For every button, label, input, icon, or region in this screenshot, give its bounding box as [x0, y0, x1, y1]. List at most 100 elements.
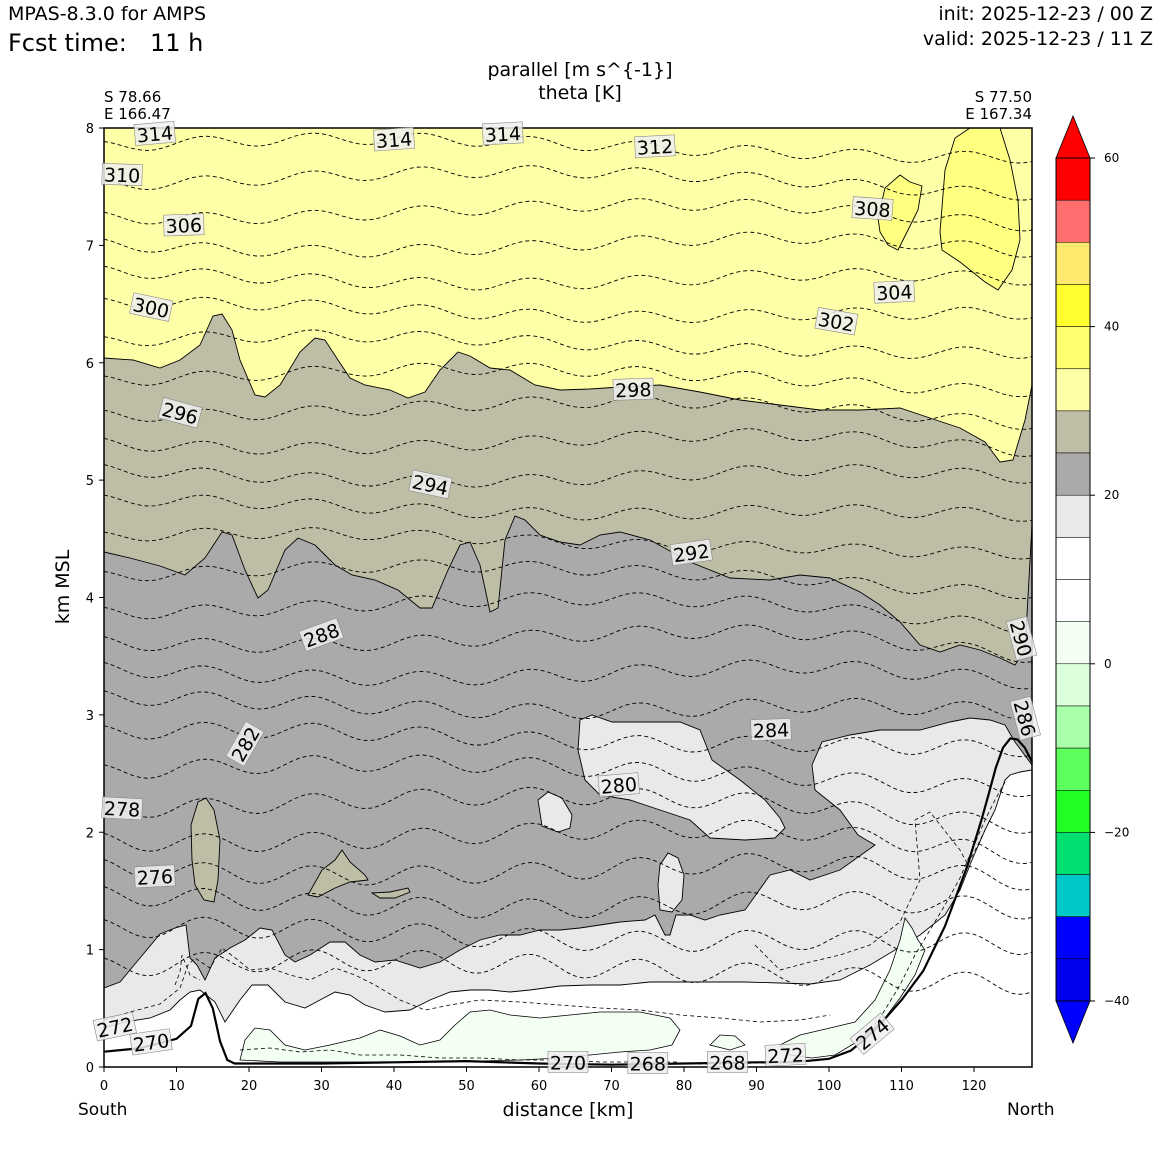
- shaded-field: [104, 128, 1032, 1067]
- y-tick-label: 1: [86, 944, 94, 959]
- theta-label-box: [225, 720, 265, 767]
- theta-label-text: 270: [550, 1052, 586, 1074]
- colorbar-segment: [1055, 452, 1091, 496]
- colorbar-over-triangle: [1055, 114, 1091, 159]
- theta-contour-line: [104, 690, 1032, 720]
- theta-contour-line: [104, 428, 1032, 457]
- colorbar-segment: [1055, 958, 1091, 1002]
- theta-label-box: [707, 1051, 748, 1073]
- theta-label-box: [408, 469, 453, 500]
- colorbar-segment: [1055, 326, 1091, 369]
- theta-contour-line: [104, 296, 1032, 323]
- y-axis-ticks: 0 1 2 3 4 5 6 7 8: [86, 122, 104, 1076]
- theta-label-box: [157, 397, 203, 429]
- theta-label-text: 298: [615, 379, 652, 402]
- x-tick-label: 30: [313, 1079, 330, 1094]
- theta-label: 284: [750, 718, 792, 743]
- x-tick-label: 40: [386, 1079, 403, 1094]
- theta-label-box: [163, 213, 205, 237]
- x-tick-label: 70: [603, 1079, 620, 1094]
- x-tick-label: 50: [458, 1079, 475, 1094]
- theta-label: 296: [157, 397, 203, 429]
- theta-274-contour: [859, 781, 1006, 1041]
- colorbar-tick-label: 40: [1104, 320, 1119, 334]
- theta-contour-line: [104, 231, 1032, 258]
- theta-label: 268: [707, 1051, 748, 1074]
- colorbar-segment: [1055, 494, 1091, 538]
- theta-label-box: [1009, 695, 1041, 741]
- model-name: MPAS-8.3.0 for AMPS: [8, 3, 207, 25]
- theta-label-box: [669, 538, 713, 566]
- theta-label-text: 276: [136, 866, 173, 890]
- colorbar-under-triangle: [1055, 1000, 1091, 1045]
- colorbar-segment: [1055, 579, 1091, 622]
- theta-label-text: 284: [753, 719, 790, 742]
- left-endpoint-lat: S 78.66: [104, 88, 162, 106]
- theta-label-text: 280: [600, 774, 638, 799]
- fcst-time-value: 11 h: [150, 29, 204, 57]
- theta-label-box: [597, 772, 640, 798]
- theta-label-box: [814, 307, 859, 336]
- theta-label: 270: [547, 1051, 589, 1074]
- theta-label-box: [133, 864, 176, 889]
- gray-hole-3: [657, 852, 685, 913]
- colorbar-segment: [1055, 621, 1091, 665]
- theta-label-box: [481, 121, 524, 146]
- theta-label-text: 304: [876, 281, 913, 305]
- colorbar-tick-label: 0: [1104, 657, 1112, 671]
- x-tick-label: 120: [962, 1079, 987, 1094]
- x-tick-label: 20: [241, 1079, 258, 1094]
- olive-island-3: [370, 887, 411, 899]
- theta-label-box: [298, 617, 345, 652]
- colorbar-segment: [1055, 747, 1091, 791]
- theta-label-box: [849, 1012, 895, 1056]
- x-tick-label: 10: [168, 1079, 185, 1094]
- right-endpoint-lon: E 167.34: [965, 105, 1032, 123]
- y-tick-label: 2: [86, 826, 94, 841]
- terrain-line: [103, 737, 1033, 1066]
- north-label: North: [1007, 1100, 1055, 1120]
- theta-label-box: [750, 718, 792, 742]
- theta-contour-line: [104, 949, 1032, 995]
- terrain: [103, 737, 1033, 1066]
- theta-label: 300: [129, 292, 174, 323]
- colorbar-segment: [1055, 242, 1091, 285]
- colorbar-segment: [1055, 410, 1091, 454]
- theta-contour-line: [104, 786, 1032, 834]
- theta-272-contour: [104, 947, 831, 1023]
- theta-276-contour: [754, 811, 986, 971]
- x-tick-label: 110: [889, 1079, 914, 1094]
- theta-label: 276: [133, 864, 176, 890]
- theta-label-box: [634, 134, 676, 159]
- theta-label-box: [612, 377, 654, 401]
- theta-label-text: 310: [104, 164, 141, 187]
- y-tick-label: 3: [86, 709, 94, 724]
- colorbar-segment: [1055, 284, 1091, 327]
- yellow-core-1: [939, 128, 1021, 291]
- theta-label-box: [547, 1051, 589, 1073]
- theta-label-box: [101, 162, 143, 187]
- y-tick-label: 7: [86, 239, 94, 254]
- theta-label-box: [627, 1052, 669, 1074]
- theta-contour-line: [104, 916, 1032, 955]
- theta-contour-line: [104, 362, 1032, 398]
- theta-label: 272: [764, 1042, 807, 1068]
- theta-label: 314: [481, 121, 524, 147]
- colorbar-tick-label: 60: [1104, 151, 1119, 165]
- y-tick-label: 4: [86, 592, 94, 607]
- colorbar-segment: [1055, 157, 1091, 201]
- colorbar-tick-label: −20: [1104, 825, 1129, 839]
- theta-label-text: 314: [136, 122, 174, 147]
- theta-label: 268: [627, 1052, 669, 1076]
- theta-label-text: 306: [165, 215, 202, 238]
- theta-contour-line: [104, 494, 1032, 522]
- init-time: init: 2025-12-23 / 00 Z: [938, 3, 1153, 25]
- theta-contour-line: [104, 198, 1032, 232]
- colorbar-ticks: 60 40 20 0 −20 −40: [1090, 151, 1129, 1008]
- colorbar-segment: [1055, 832, 1091, 875]
- theta-label-text: 292: [672, 540, 711, 567]
- gray-hole-2: [537, 791, 573, 833]
- theta-label: 292: [669, 538, 713, 567]
- theta-label-text: 278: [103, 798, 140, 822]
- theta-label: 314: [133, 120, 176, 147]
